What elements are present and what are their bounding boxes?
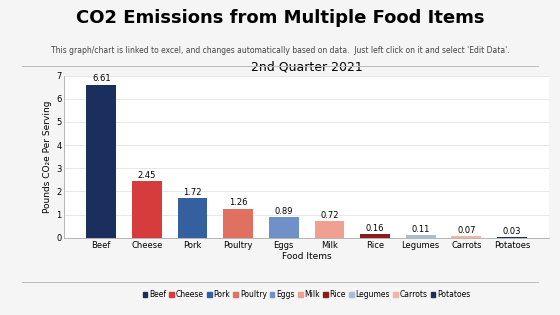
Title: 2nd Quarter 2021: 2nd Quarter 2021 (251, 60, 362, 73)
Text: 0.89: 0.89 (274, 207, 293, 216)
Text: 0.11: 0.11 (412, 225, 430, 234)
Bar (132, 181, 162, 238)
Bar (406, 235, 436, 238)
X-axis label: Food Items: Food Items (282, 252, 332, 261)
Bar (86, 85, 116, 238)
Text: This graph/chart is linked to excel, and changes automatically based on data.  J: This graph/chart is linked to excel, and… (51, 46, 509, 55)
Bar (269, 217, 298, 238)
Text: 2.45: 2.45 (138, 171, 156, 180)
Bar (178, 198, 207, 238)
Y-axis label: Pounds CO₂e Per Serving: Pounds CO₂e Per Serving (43, 100, 52, 213)
Text: 1.72: 1.72 (183, 188, 202, 197)
Text: 1.26: 1.26 (229, 198, 248, 208)
Bar (315, 221, 344, 238)
Bar (497, 237, 527, 238)
Text: 0.72: 0.72 (320, 211, 339, 220)
Text: CO2 Emissions from Multiple Food Items: CO2 Emissions from Multiple Food Items (76, 9, 484, 27)
Text: 6.61: 6.61 (92, 74, 110, 83)
Text: 0.16: 0.16 (366, 224, 384, 233)
Text: 0.07: 0.07 (457, 226, 475, 235)
Legend: Beef, Cheese, Pork, Poultry, Eggs, Milk, Rice, Legumes, Carrots, Potatoes: Beef, Cheese, Pork, Poultry, Eggs, Milk,… (143, 290, 470, 299)
Bar (360, 234, 390, 238)
Bar (223, 209, 253, 238)
Bar (451, 236, 481, 238)
Text: 0.03: 0.03 (503, 227, 521, 236)
